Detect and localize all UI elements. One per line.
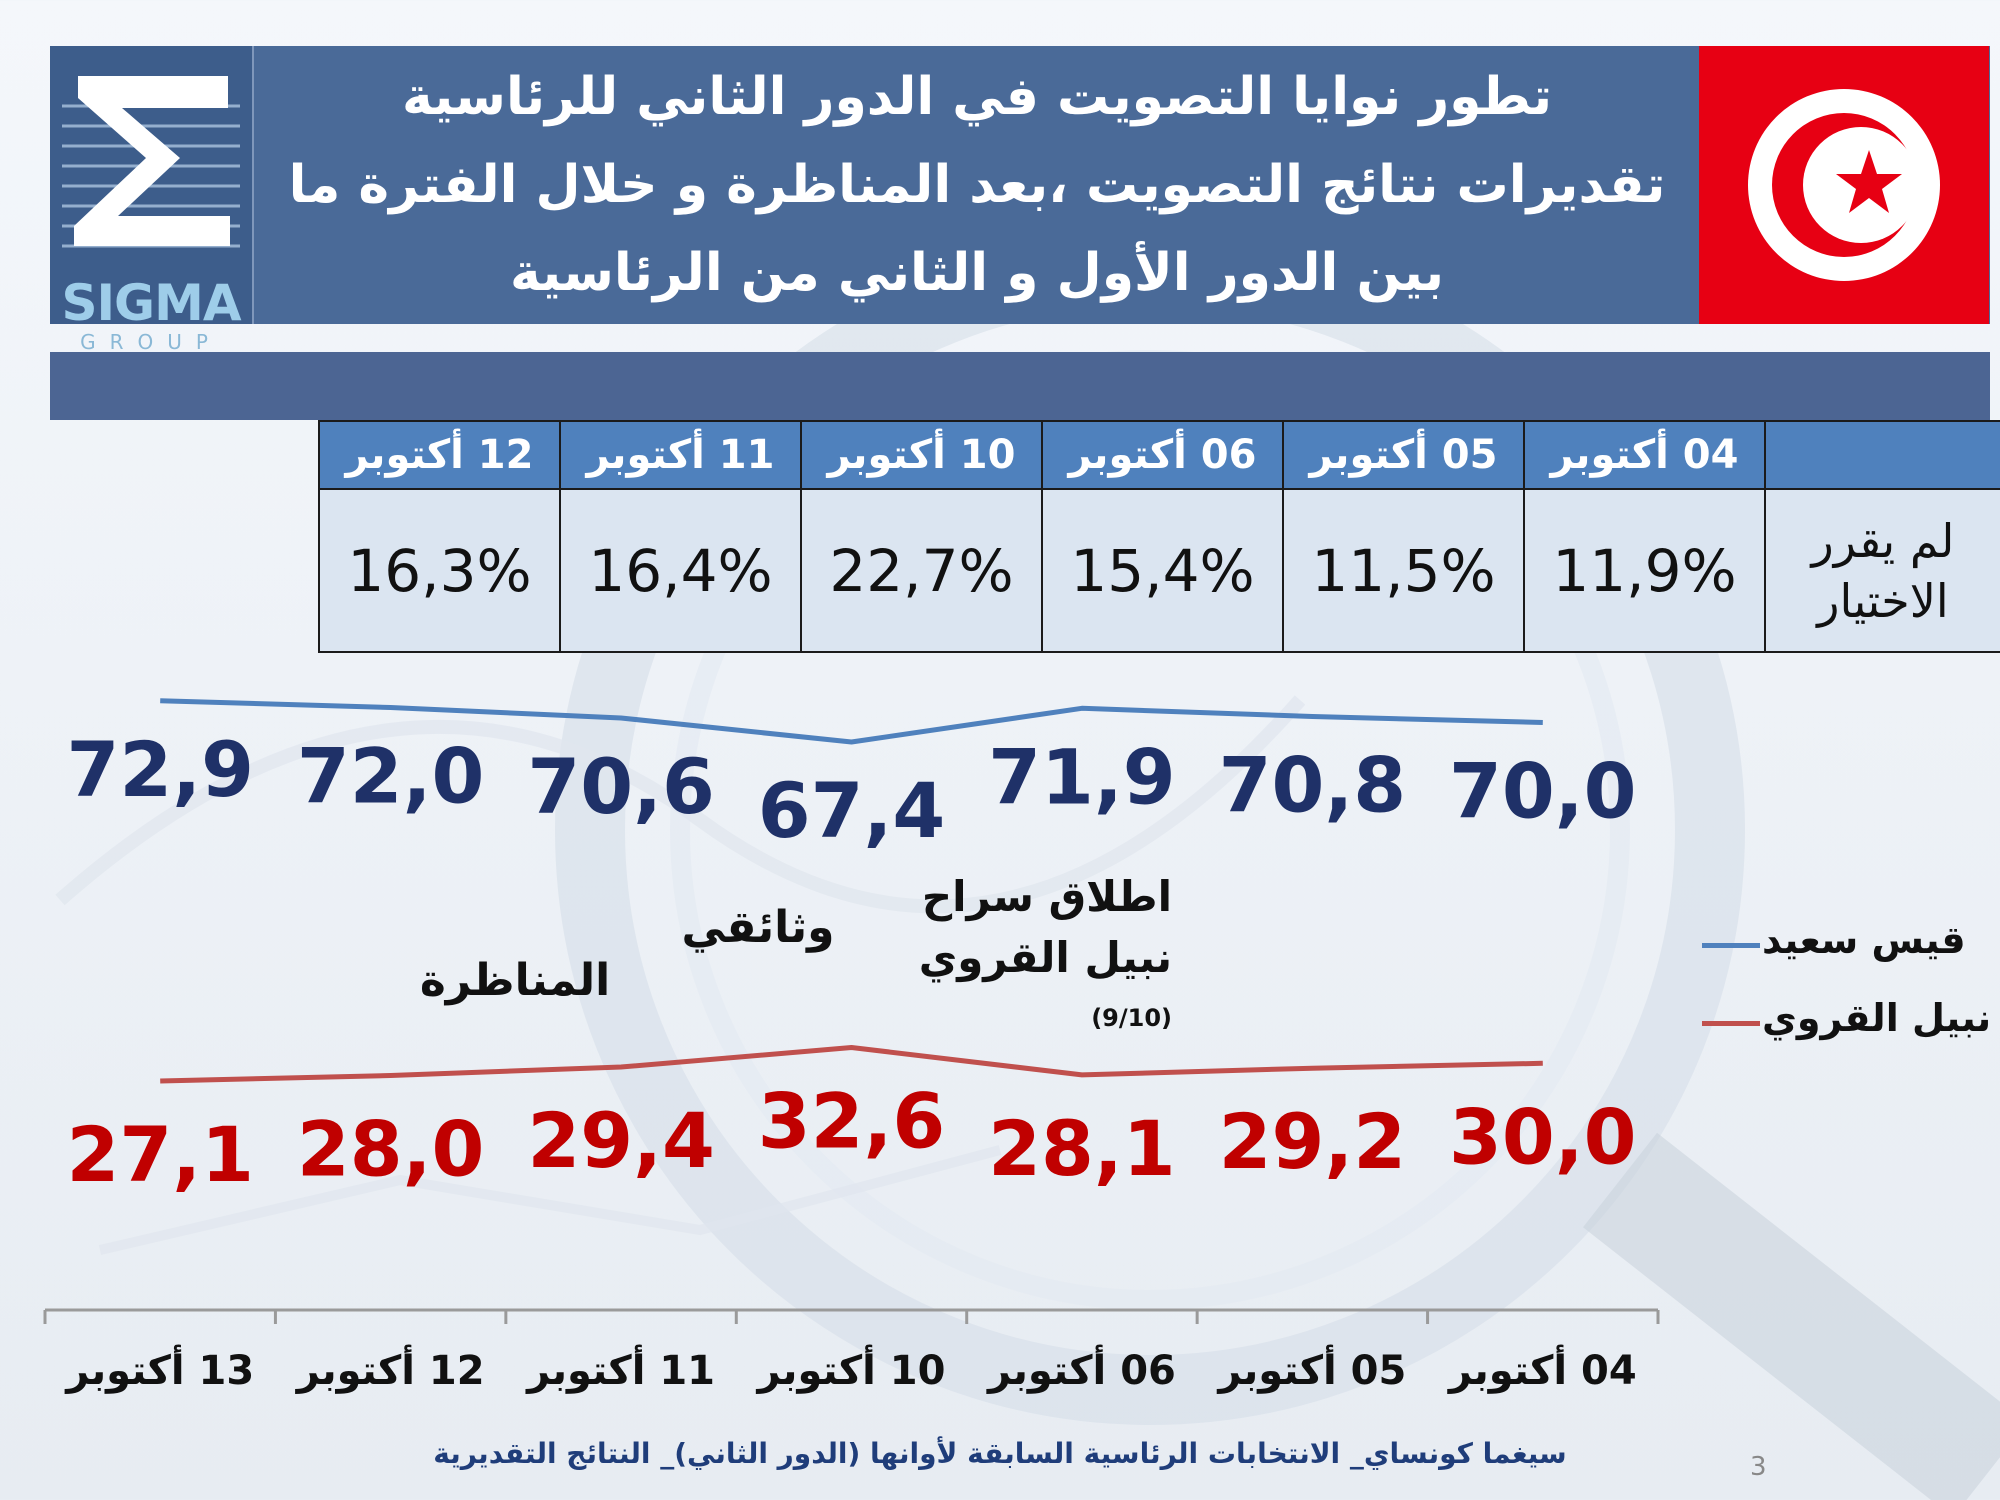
data-label: 70,8 <box>1219 741 1407 830</box>
data-label: 67,4 <box>758 766 946 855</box>
x-tick-label: 12 أكتوبر <box>295 1344 485 1394</box>
sub-band <box>50 352 1990 420</box>
data-label: 30,0 <box>1449 1092 1637 1181</box>
title-line-3: بين الدور الأول و الثاني من الرئاسية <box>510 243 1444 303</box>
title-line-2: تقديرات نتائج التصويت ،بعد المناظرة و خل… <box>288 155 1666 215</box>
table-cell: 16,3% <box>318 488 561 653</box>
table-header-cell: 06 أكتوبر <box>1041 420 1284 490</box>
annotation-documentary: وثائقي <box>681 902 835 953</box>
table-cell: 11,5% <box>1282 488 1525 653</box>
table-header-cell: 12 أكتوبر <box>318 420 561 490</box>
series-line-0 <box>160 698 1543 745</box>
title-line-1: تطور نوايا التصويت في الدور الثاني للرئا… <box>402 67 1552 127</box>
table-row-label: لم يقرر الاختيار <box>1764 488 2000 653</box>
data-label: 72,9 <box>66 725 254 814</box>
table-cell: 11,9% <box>1523 488 1766 653</box>
legend-label-nabil-karoui: نبيل القروي <box>1762 996 1992 1040</box>
annotation-release-line1: اطلاق سراح <box>921 872 1172 921</box>
data-label: 32,6 <box>758 1076 946 1165</box>
table-cell: 22,7% <box>800 488 1043 653</box>
table-header-cell: 11 أكتوبر <box>559 420 802 490</box>
table-row: 16,3% 16,4% 22,7% 15,4% 11,5% 11,9% لم ي… <box>318 488 2000 653</box>
logo-word: SIGMA <box>61 274 241 332</box>
table-cell: 16,4% <box>559 488 802 653</box>
logo-subword: GROUP <box>80 330 222 354</box>
legend-swatch-kais-saied <box>1702 943 1760 948</box>
x-tick-label: 06 أكتوبر <box>986 1344 1176 1394</box>
data-label: 72,0 <box>297 732 485 821</box>
undecided-table: 12 أكتوبر 11 أكتوبر 10 أكتوبر 06 أكتوبر … <box>318 420 2000 653</box>
data-label: 70,6 <box>527 742 715 831</box>
sigma-icon <box>62 76 240 248</box>
data-label: 29,4 <box>527 1096 715 1185</box>
x-tick-label: 13 أكتوبر <box>64 1344 254 1394</box>
table-header-cell: 05 أكتوبر <box>1282 420 1525 490</box>
legend-swatch-nabil-karoui <box>1702 1021 1760 1026</box>
title-banner <box>50 46 1990 324</box>
page-number: 3 <box>1750 1452 1767 1482</box>
tunisia-flag <box>1699 46 1989 324</box>
series-line-1 <box>160 1045 1543 1084</box>
data-label: 28,1 <box>988 1104 1176 1193</box>
legend-label-kais-saied: قيس سعيد <box>1762 918 1966 962</box>
tunisia-flag-icon <box>1748 89 1940 281</box>
data-label: 27,1 <box>66 1110 254 1199</box>
table-header-row: 12 أكتوبر 11 أكتوبر 10 أكتوبر 06 أكتوبر … <box>318 420 2000 490</box>
table-header-empty-cell <box>1764 420 2000 490</box>
data-label: 71,9 <box>988 732 1176 821</box>
x-tick-label: 10 أكتوبر <box>756 1344 946 1394</box>
table-cell: 15,4% <box>1041 488 1284 653</box>
page-title: تطور نوايا التصويت في الدور الثاني للرئا… <box>262 46 1692 324</box>
x-tick-label: 05 أكتوبر <box>1216 1344 1406 1394</box>
data-label: 70,0 <box>1449 747 1637 836</box>
data-label: 28,0 <box>297 1105 485 1194</box>
annotation-release-date: (9/10) <box>1091 1004 1172 1032</box>
annotation-release-line2: نبيل القروي <box>918 933 1172 982</box>
sigma-logo: SIGMA GROUP <box>50 46 254 352</box>
table-header-cell: 04 أكتوبر <box>1523 420 1766 490</box>
x-tick-label: 11 أكتوبر <box>525 1344 715 1394</box>
annotation-debate: المناظرة <box>419 955 611 1006</box>
data-label: 29,2 <box>1219 1097 1407 1186</box>
footer-caption: سيغما كونساي_ الانتخابات الرئاسية السابق… <box>433 1437 1567 1470</box>
table-header-cell: 10 أكتوبر <box>800 420 1043 490</box>
x-tick-label: 04 أكتوبر <box>1447 1344 1637 1394</box>
